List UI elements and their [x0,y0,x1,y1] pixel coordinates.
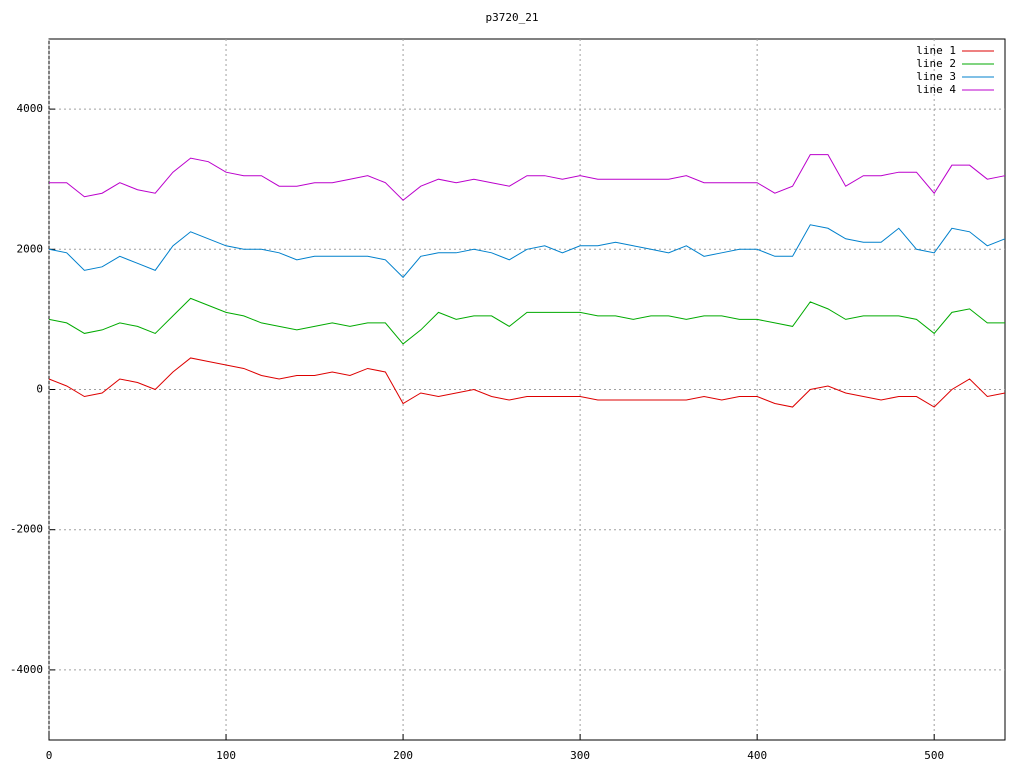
line-series [48,357,1006,408]
legend-label: line 3 [916,70,956,83]
y-tick-label: 0 [36,383,43,396]
legend-label: line 1 [916,44,956,57]
y-tick-label: 4000 [17,102,44,115]
legend-label: line 2 [916,57,956,70]
plot-frame [48,38,1006,741]
line-series [48,297,1005,345]
y-tick-label: 2000 [17,242,44,255]
x-tick-label: 300 [570,749,590,762]
x-tick-label: 0 [46,749,53,762]
line-series [49,154,1006,201]
x-tick-label: 400 [747,749,767,762]
line-series [48,224,1006,279]
y-tick-label: -2000 [10,523,43,536]
chart-title: p3720_21 [486,11,539,24]
legend-label: line 4 [916,83,956,96]
x-tick-label: 200 [393,749,413,762]
y-tick-label: -4000 [10,663,43,676]
x-tick-label: 500 [924,749,944,762]
x-tick-label: 100 [216,749,236,762]
